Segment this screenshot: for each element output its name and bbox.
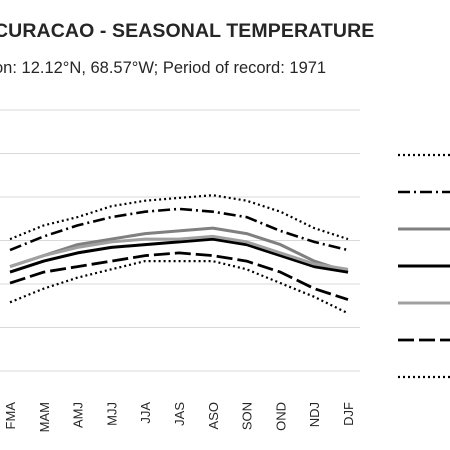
chart-subtitle: on: 12.12°N, 68.57°W; Period of record: … — [0, 59, 327, 77]
x-tick-label: SON — [240, 402, 255, 430]
series-line-4 — [9, 237, 349, 274]
series-line-5 — [9, 234, 349, 271]
x-tick-label: AMJ — [71, 402, 86, 428]
x-tick-label: ASO — [206, 402, 221, 429]
x-tick-label: JJA — [138, 402, 153, 424]
x-tick-label: OND — [273, 402, 288, 431]
x-tick-label: NDJ — [307, 402, 322, 427]
chart-title: CURACAO - SEASONAL TEMPERATURE — [0, 20, 375, 42]
x-tick-label: DJF — [341, 402, 356, 426]
x-tick-label: MAM — [37, 402, 52, 432]
series-line-2 — [9, 207, 349, 252]
x-tick-label: FMA — [3, 402, 18, 430]
series-line-6 — [9, 251, 349, 301]
series-line-1 — [9, 194, 349, 241]
x-tick-label: JAS — [172, 402, 187, 426]
x-tick-label: MJJ — [104, 402, 119, 426]
series-line-7 — [9, 260, 349, 315]
series-line-3 — [9, 226, 349, 274]
